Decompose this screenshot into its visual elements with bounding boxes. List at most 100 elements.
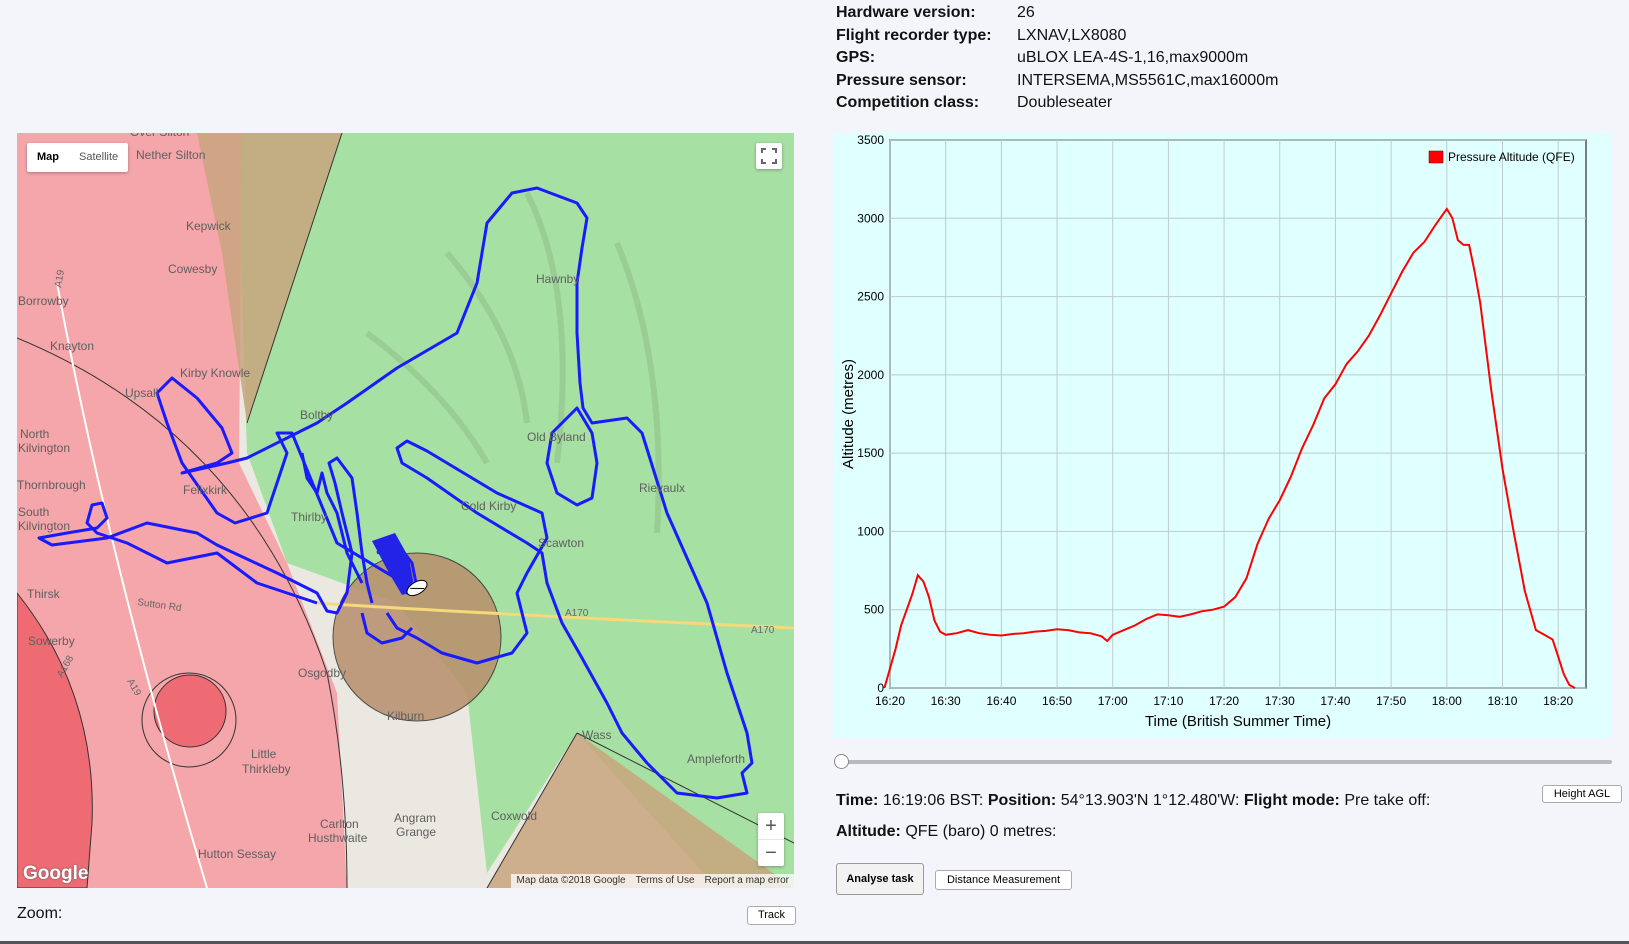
analyse-task-button[interactable]: Analyse task <box>836 863 924 895</box>
place-label: Hutton Sessay <box>198 847 276 861</box>
place-label: Thirlby <box>291 510 327 524</box>
road-label: A170 <box>565 608 589 619</box>
bottom-border <box>0 941 1629 944</box>
place-label: Thornbrough <box>17 478 86 492</box>
place-label: Hawnby <box>536 272 579 286</box>
thermal-cluster <box>372 533 415 595</box>
map-canvas[interactable]: Over Silton Nether Silton Kepwick Cowesb… <box>17 133 794 888</box>
road-label: A19 <box>53 269 67 289</box>
zoom-out-button[interactable]: − <box>758 839 784 866</box>
legend-swatch <box>1428 150 1444 164</box>
place-label: Sowerby <box>28 634 75 648</box>
place-label: Little <box>251 747 277 761</box>
x-tick-label: 16:30 <box>931 694 961 708</box>
info-label: Pressure sensor: <box>836 71 967 89</box>
place-label: Upsall <box>125 386 158 400</box>
danger-zone <box>153 674 227 748</box>
danger-zone <box>17 592 93 888</box>
place-label: Boltby <box>300 408 333 422</box>
altitude-label: Altitude: <box>836 823 901 840</box>
place-label: Felixkirk <box>183 483 228 497</box>
info-value: uBLOX LEA-4S-1,16,max9000m <box>1017 49 1249 66</box>
time-label: Time: <box>836 792 879 809</box>
x-tick-label: 17:00 <box>1098 694 1128 708</box>
terms-of-use-link[interactable]: Terms of Use <box>635 875 695 886</box>
place-label: Old Byland <box>527 430 586 444</box>
info-label: Competition class: <box>836 94 980 111</box>
glider-marker <box>406 579 428 597</box>
map-type-map-button[interactable]: Map <box>37 151 59 163</box>
altitude-series-line <box>883 207 1576 689</box>
y-axis-label: Altitude (metres) <box>840 359 857 469</box>
x-tick-label: 16:40 <box>986 694 1016 708</box>
place-label: Kilvington <box>18 441 70 455</box>
fullscreen-icon <box>761 148 777 164</box>
info-value: 26 <box>1017 4 1035 21</box>
place-label: Angram <box>394 811 436 825</box>
zoom-in-button[interactable]: + <box>765 815 777 837</box>
road <box>56 282 208 888</box>
y-tick-label: 1500 <box>857 446 884 460</box>
restricted-area <box>197 133 342 423</box>
y-tick-label: 2000 <box>857 368 884 382</box>
place-label: Wass <box>582 728 612 742</box>
height-agl-button[interactable]: Height AGL <box>1542 785 1622 803</box>
place-label: Rievaulx <box>639 481 685 495</box>
place-label: Cowesby <box>168 262 217 276</box>
time-slider[interactable] <box>834 754 1612 769</box>
track-button[interactable]: Track <box>747 906 796 925</box>
place-label: South <box>18 505 49 519</box>
road <box>316 601 794 630</box>
y-tick-label: 500 <box>864 603 884 617</box>
time-value: 16:19:06 BST: <box>882 792 984 809</box>
x-tick-label: 17:40 <box>1320 694 1350 708</box>
road-label: A170 <box>751 625 775 636</box>
y-tick-label: 1000 <box>857 524 884 538</box>
place-label: Kilburn <box>387 709 424 723</box>
y-tick-label: 3000 <box>857 211 884 225</box>
place-label: Osgodby <box>298 666 346 680</box>
place-label: Coxwold <box>491 809 537 823</box>
status-line: Time: 16:19:06 BST: Position: 54°13.903'… <box>836 792 1430 810</box>
x-tick-label: 17:50 <box>1376 694 1406 708</box>
place-label: Scawton <box>538 536 584 550</box>
x-axis-label: Time (British Summer Time) <box>1145 713 1331 730</box>
info-label: Hardware version: <box>836 4 976 21</box>
position-label: Position: <box>987 792 1057 809</box>
flight-map[interactable]: Over Silton Nether Silton Kepwick Cowesb… <box>17 133 794 888</box>
x-tick-label: 17:20 <box>1209 694 1239 708</box>
map-data-credit: Map data ©2018 Google <box>516 875 626 886</box>
flight-mode-label: Flight mode: <box>1243 792 1340 809</box>
place-label: Nether Silton <box>136 148 205 162</box>
place-label: Thirsk <box>27 587 61 601</box>
info-value: INTERSEMA,MS5561C,max16000m <box>1017 71 1279 89</box>
slider-thumb[interactable] <box>834 754 849 769</box>
x-tick-label: 17:30 <box>1265 694 1295 708</box>
place-label: Borrowby <box>18 294 69 308</box>
flight-mode-value: Pre take off: <box>1344 792 1431 809</box>
x-tick-label: 18:00 <box>1432 694 1462 708</box>
fullscreen-button[interactable] <box>756 143 782 169</box>
y-tick-label: 3500 <box>857 133 884 147</box>
national-park-area <box>237 133 794 888</box>
x-tick-label: 16:20 <box>875 694 905 708</box>
restricted-area <box>487 733 794 888</box>
place-label: Knayton <box>50 339 94 353</box>
report-map-error-link[interactable]: Report a map error <box>704 875 789 886</box>
airspace-zone <box>17 133 347 888</box>
map-type-satellite-button[interactable]: Satellite <box>79 151 119 163</box>
x-tick-label: 16:50 <box>1042 694 1072 708</box>
place-label: North <box>20 427 49 441</box>
info-value: LXNAV,LX8080 <box>1017 26 1127 44</box>
altitude-chart[interactable]: 0 500 1000 1500 2000 2500 3000 3500 16:20 16:30 16… <box>834 133 1612 738</box>
y-tick-label: 2500 <box>857 290 884 304</box>
info-label: Flight recorder type: <box>836 26 992 44</box>
altitude-value: QFE (baro) 0 metres: <box>905 823 1057 840</box>
distance-measurement-button[interactable]: Distance Measurement <box>935 870 1072 890</box>
x-tick-label: 17:10 <box>1153 694 1183 708</box>
place-label: Kepwick <box>186 219 232 233</box>
place-label: Thirkleby <box>242 762 291 776</box>
x-tick-label: 18:10 <box>1487 694 1517 708</box>
place-label: Cold Kirby <box>461 499 516 513</box>
place-label: Kirby Knowle <box>180 366 250 380</box>
